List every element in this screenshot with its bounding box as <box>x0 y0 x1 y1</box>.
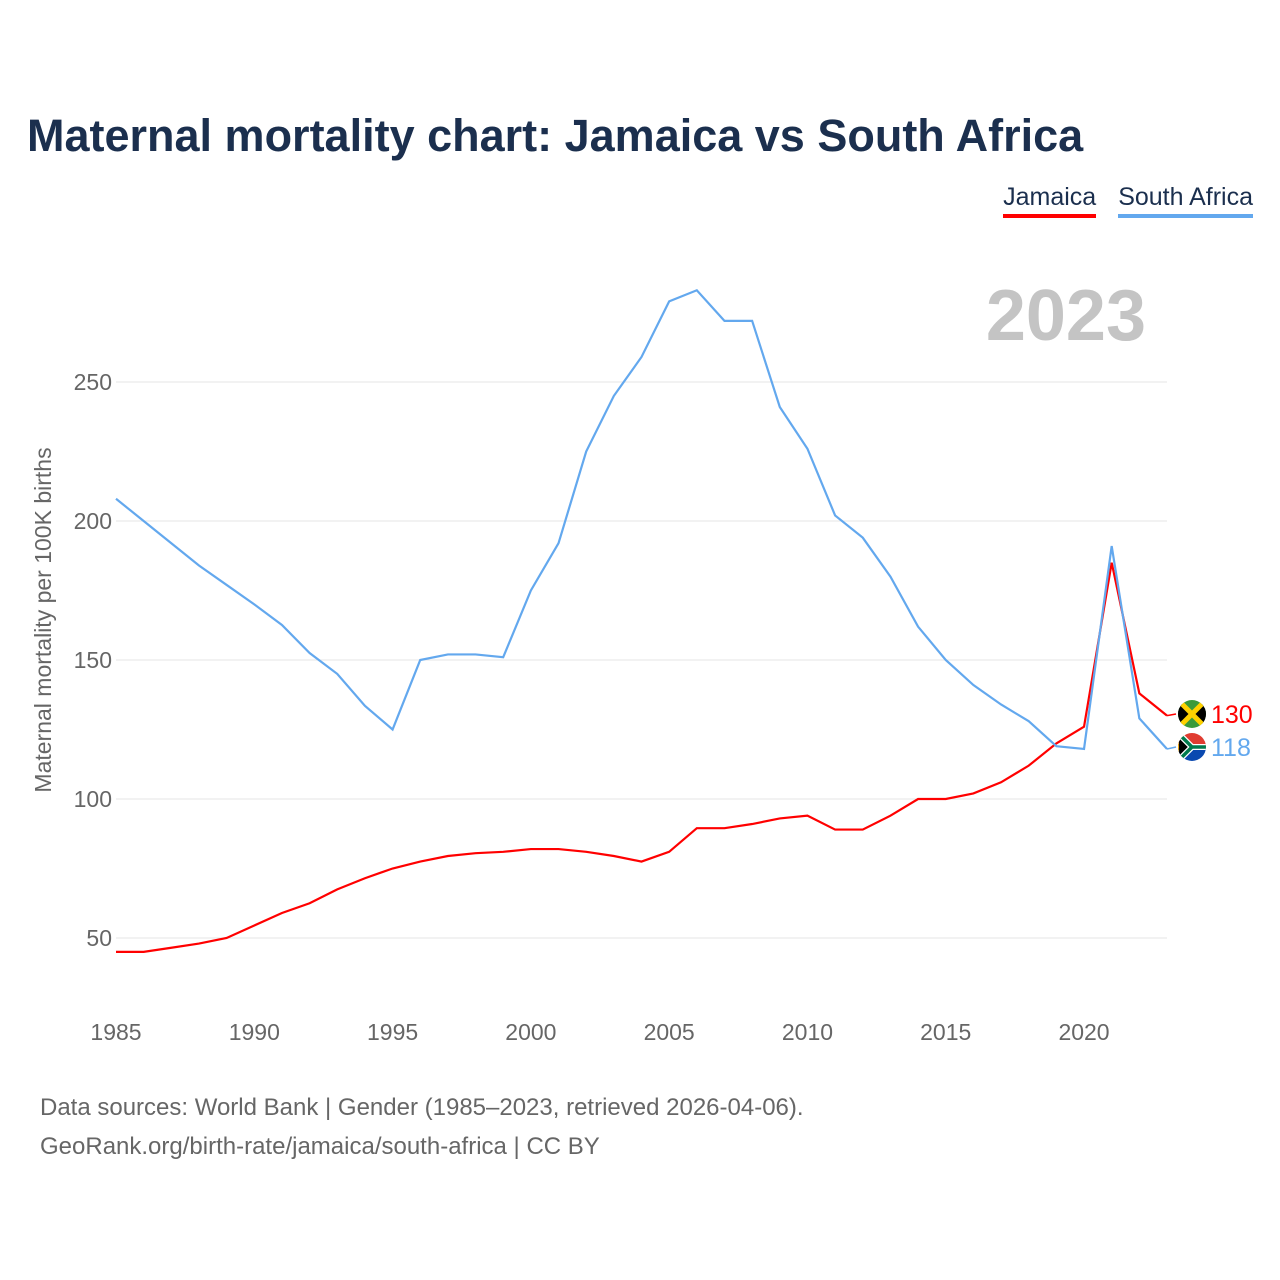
y-tick-label: 150 <box>74 647 112 673</box>
legend-south-africa[interactable]: South Africa <box>1118 183 1253 218</box>
source-text: Data sources: World Bank | Gender (1985–… <box>40 1094 804 1121</box>
y-tick-label: 200 <box>74 508 112 534</box>
x-tick-label: 1985 <box>90 1019 141 1045</box>
y-tick-label: 100 <box>74 786 112 812</box>
x-tick-label: 1990 <box>229 1019 280 1045</box>
x-tick-label: 2005 <box>644 1019 695 1045</box>
end-connector <box>1166 713 1177 717</box>
jamaica-flag-icon <box>1178 700 1206 728</box>
x-tick-label: 1995 <box>367 1019 418 1045</box>
y-axis-label: Maternal mortality per 100K births <box>30 447 56 792</box>
chart-title: Maternal mortality chart: Jamaica vs Sou… <box>27 110 1084 161</box>
end-value-label: 130 <box>1211 701 1253 729</box>
end-connector <box>1166 746 1177 750</box>
legend-jamaica[interactable]: Jamaica <box>1003 183 1097 218</box>
y-tick-label: 50 <box>86 925 112 951</box>
series-line-jamaica <box>116 562 1168 954</box>
x-tick-label: 2015 <box>920 1019 971 1045</box>
x-tick-label: 2020 <box>1058 1019 1109 1045</box>
y-tick-label: 250 <box>74 369 112 395</box>
x-tick-label: 2000 <box>505 1019 556 1045</box>
legend: Jamaica South Africa <box>1003 183 1253 218</box>
footer: Data sources: World Bank | Gender (1985–… <box>40 1088 804 1166</box>
south-africa-flag-icon <box>1178 733 1206 761</box>
source-link[interactable]: GeoRank.org/birth-rate/jamaica/south-afr… <box>40 1133 600 1160</box>
x-tick-label: 2010 <box>782 1019 833 1045</box>
end-value-label: 118 <box>1211 734 1251 762</box>
series-line-south-africa <box>115 288 1168 751</box>
year-watermark: 2023 <box>986 276 1146 356</box>
